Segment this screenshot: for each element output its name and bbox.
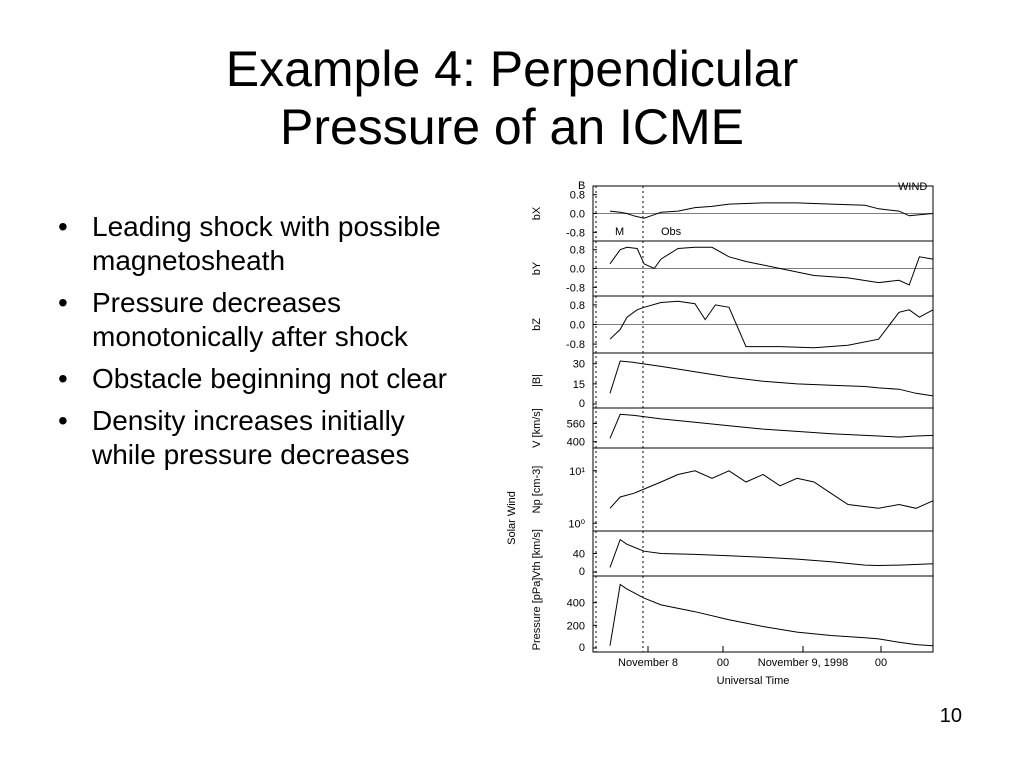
y-axis-label: Np [cm-3] (531, 466, 543, 514)
page-number: 10 (939, 705, 962, 727)
bullet-item: • Obstacle beginning not clear (50, 362, 470, 396)
top-right-label: WIND (898, 181, 927, 193)
y-tick-label: 0.0 (570, 209, 585, 221)
y-axis-label: bZ (531, 318, 543, 331)
series-line (609, 360, 934, 397)
series-line (609, 300, 934, 349)
y-tick-label: 400 (567, 598, 585, 610)
y-axis-label: Pressure [pPa] (531, 578, 543, 651)
y-tick-label: 0.8 (570, 245, 585, 257)
y-tick-label: 0 (579, 642, 585, 654)
bullet-item: • Pressure decreases monotonically after … (50, 286, 470, 354)
y-tick-label: 200 (567, 620, 585, 632)
series-line (609, 583, 934, 647)
y-axis-label: bY (531, 261, 543, 275)
bullet-item: • Density increases initially while press… (50, 404, 470, 472)
y-tick-label: 40 (573, 549, 585, 561)
bullet-text: Density increases initially while pressu… (92, 405, 410, 470)
x-tick-label: 00 (717, 657, 729, 669)
x-axis-label: Universal Time (717, 675, 790, 687)
bullet-text: Leading shock with possible magnetosheat… (92, 211, 441, 276)
y-tick-label: 10⁰ (568, 518, 585, 530)
group-label: Solar Wind (506, 491, 518, 545)
y-axis-label: Vth [km/s] (531, 529, 543, 578)
y-axis-label: V [km/s] (531, 408, 543, 448)
series-line (609, 202, 934, 219)
region-label-obs: Obs (661, 226, 682, 238)
y-tick-label: 0.8 (570, 190, 585, 202)
x-tick-label: November 9, 1998 (758, 657, 849, 669)
slide-title-line-2: Pressure of an ICME (279, 99, 745, 155)
y-tick-label: -0.8 (566, 227, 585, 239)
x-tick-label: November 8 (618, 657, 678, 669)
solar-wind-chart: B WIND M Obs Solar Wind Universal Time N… (506, 180, 934, 687)
panels-group: 0.8 0.0 -0.8 bX 0.8 0.0 -0.8 bY 0.8 0.0 -0.8 bZ 30 15… (531, 186, 934, 654)
y-tick-label: 0.8 (570, 300, 585, 312)
bullet-text: Obstacle beginning not clear (92, 363, 447, 394)
y-tick-label: 0 (579, 566, 585, 578)
bullet-list: • Leading shock with possible magnetoshea… (50, 210, 470, 480)
bullet-icon: • (58, 287, 68, 318)
bullet-icon: • (58, 211, 68, 242)
y-axis-label: bX (531, 206, 543, 220)
region-label-m: M (615, 226, 624, 238)
y-tick-label: 400 (567, 437, 585, 449)
series-line (609, 246, 934, 286)
series-line (609, 470, 934, 509)
y-tick-label: 30 (573, 359, 585, 371)
y-tick-label: 10¹ (569, 466, 585, 478)
y-tick-label: 0 (579, 398, 585, 410)
y-tick-label: -0.8 (566, 282, 585, 294)
slide-title: Example 4: Perpendicular Pressure of an … (0, 40, 1024, 156)
y-axis-label: |B| (531, 374, 543, 387)
bullet-text: Pressure decreases monotonically after s… (92, 287, 408, 352)
series-line (609, 538, 934, 568)
bullet-item: • Leading shock with possible magnetoshea… (50, 210, 470, 278)
slide-title-line-1: Example 4: Perpendicular (225, 41, 799, 97)
x-tick-label: 00 (875, 657, 887, 669)
y-tick-label: 0.0 (570, 320, 585, 332)
plot-frame (592, 185, 934, 653)
bullet-icon: • (58, 405, 68, 436)
series-line (609, 413, 934, 439)
y-tick-label: 15 (573, 379, 585, 391)
y-tick-label: -0.8 (566, 339, 585, 351)
y-tick-label: 560 (567, 418, 585, 430)
bullet-icon: • (58, 363, 68, 394)
y-tick-label: 0.0 (570, 264, 585, 276)
top-left-label: B (578, 180, 585, 192)
